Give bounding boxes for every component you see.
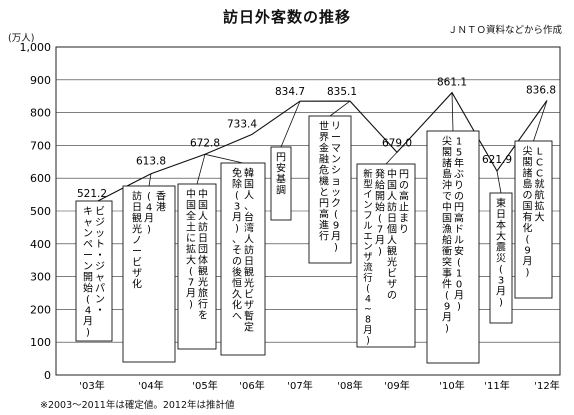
- annotation-text: 世界金融危機と円高進行: [319, 120, 329, 242]
- data-label: 835.1: [327, 86, 357, 98]
- annotation-box: [220, 162, 266, 356]
- annotation-text: キャンペーン開始(4 月): [83, 206, 93, 338]
- y-tick-label: 900: [30, 74, 51, 87]
- annotation-box: [356, 163, 416, 348]
- x-tick-label: '06年: [239, 379, 264, 392]
- annotation-text: 尖閣諸島沖で中国漁船衝突事件(9 月): [442, 134, 452, 334]
- data-label: 733.4: [227, 118, 257, 130]
- chart-source: ＪＮＴＯ資料などから作成: [447, 25, 562, 36]
- data-label: 621.9: [482, 154, 512, 166]
- annotation-text: 韓国人、台湾人訪日観光ビザ暫定: [244, 167, 254, 333]
- annotation-text: リーマンショック(9 月): [331, 121, 341, 253]
- x-tick-label: '09年: [384, 379, 409, 392]
- annotation-box: [426, 130, 480, 364]
- annotation-text: 尖閣諸島の国有化(9 月): [523, 144, 533, 278]
- annotation-text: 中国全土に拡大(7 月): [186, 187, 196, 310]
- annotation-connector: [385, 152, 398, 165]
- y-tick-label: 800: [30, 107, 51, 120]
- annotation-box: [489, 192, 513, 324]
- annotation-box: [177, 183, 217, 350]
- chart-note: ※2003～2011年は確定値。2012年は推計値: [40, 400, 235, 411]
- annotation-text: 訪日観光ノービザ化: [132, 189, 142, 290]
- annotation-connector: [329, 100, 351, 117]
- annotation-text: L C C 就航拡大: [535, 146, 545, 223]
- annotation-box: [75, 200, 113, 342]
- annotation-connector: [280, 101, 301, 148]
- x-tick-label: '03年: [79, 379, 104, 392]
- chart-title: 訪日外客数の推移: [222, 8, 351, 26]
- y-tick-label: 400: [30, 238, 51, 251]
- annotation-box: [514, 140, 553, 299]
- annotation-text: 円安基調: [276, 152, 286, 196]
- annotation-connector: [496, 170, 502, 194]
- x-tick-label: '04年: [138, 379, 163, 392]
- annotation-text: 1 5 年ぶりの円高ドル安(1 0 月): [454, 136, 464, 312]
- annotation-text: 円の高止まり: [399, 169, 409, 235]
- annotation-text: 新型インフルエンザ流行(4 ~8 月): [363, 168, 373, 347]
- annotation-connector: [148, 173, 152, 187]
- annotation-text: (4 月): [144, 191, 154, 235]
- x-tick-label: '08年: [337, 379, 362, 392]
- annotation-text: ビジット・ジャパン・: [95, 205, 105, 316]
- annotation-box: [308, 115, 352, 264]
- x-tick-label: '07年: [287, 379, 312, 392]
- data-label: 834.7: [275, 86, 305, 98]
- data-label: 679.0: [382, 137, 412, 149]
- y-tick-label: 100: [30, 336, 51, 349]
- y-axis-unit: (万人): [8, 33, 35, 44]
- y-tick-label: 1,000: [20, 41, 52, 54]
- annotation-connector: [204, 153, 244, 164]
- annotation-text: 中国人訪日団体観光旅行を: [198, 187, 208, 321]
- annotation-box: [270, 146, 292, 221]
- x-tick-label: '11年: [484, 379, 509, 392]
- y-tick-label: 200: [30, 303, 51, 316]
- y-tick-label: 700: [30, 139, 51, 152]
- data-label: 521.2: [77, 188, 107, 200]
- data-label: 613.8: [136, 156, 166, 168]
- annotation-box: [122, 185, 176, 363]
- x-tick-label: '05年: [192, 379, 217, 392]
- annotation-connector: [533, 100, 548, 142]
- annotation-text: 香港: [156, 190, 166, 213]
- y-tick-label: 600: [30, 172, 51, 185]
- y-tick-label: 300: [30, 271, 51, 284]
- data-label: 861.1: [437, 77, 467, 89]
- annotation-text: 中国人訪日個人観光ビザの: [387, 167, 397, 301]
- x-tick-label: '10年: [439, 379, 464, 392]
- data-label: 672.8: [190, 137, 220, 149]
- annotation-text: 免除(3 月)、その後恒久化へ: [232, 166, 242, 322]
- annotation-text: 発給開始(7 月): [375, 167, 385, 257]
- data-label: 836.8: [526, 85, 556, 97]
- y-tick-label: 500: [30, 205, 51, 218]
- x-tick-label: '12年: [534, 379, 559, 392]
- y-tick-label: 0: [44, 369, 51, 382]
- annotation-connector: [451, 92, 454, 132]
- annotation-connector: [196, 154, 206, 185]
- annotation-text: 東日本大震災(3 月): [496, 196, 506, 308]
